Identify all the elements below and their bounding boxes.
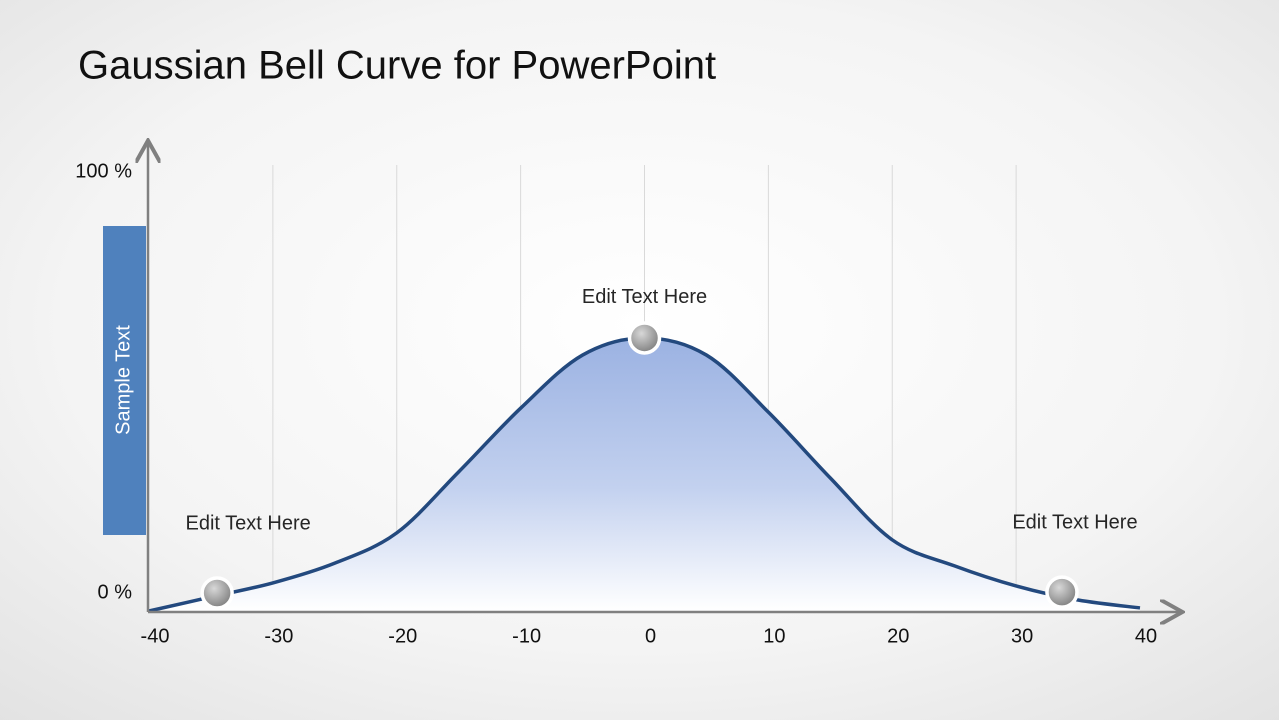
annotation: Edit Text Here <box>1012 511 1137 533</box>
x-tick-label: 30 <box>1011 625 1033 647</box>
marker <box>1045 575 1079 609</box>
x-tick-label: -10 <box>512 625 541 647</box>
grid <box>272 165 1017 611</box>
area <box>149 337 1140 611</box>
overlay: -40 -30 -20 -10 0 10 20 30 40 0 % 100 % Edit Text H… <box>75 160 1157 647</box>
y-tick-label: 0 % <box>98 581 133 603</box>
marker <box>200 576 234 610</box>
x-tick-label: -30 <box>264 625 293 647</box>
annotation: Edit Text Here <box>582 286 707 308</box>
annotation: Edit Text Here <box>186 512 311 534</box>
x-tick-label: 20 <box>887 625 909 647</box>
y-tick-label: 100 % <box>75 160 132 182</box>
x-tick-label: 40 <box>1135 625 1157 647</box>
y-axis-label: Sample Text <box>112 325 134 435</box>
x-tick-label: -20 <box>388 625 417 647</box>
y-label-box <box>103 226 146 535</box>
x-tick-label: 0 <box>645 625 656 647</box>
x-tick-label: -40 <box>141 625 170 647</box>
marker <box>627 321 662 355</box>
chart-title: Gaussian Bell Curve for PowerPoint <box>78 44 716 88</box>
x-tick-label: 10 <box>763 625 785 647</box>
